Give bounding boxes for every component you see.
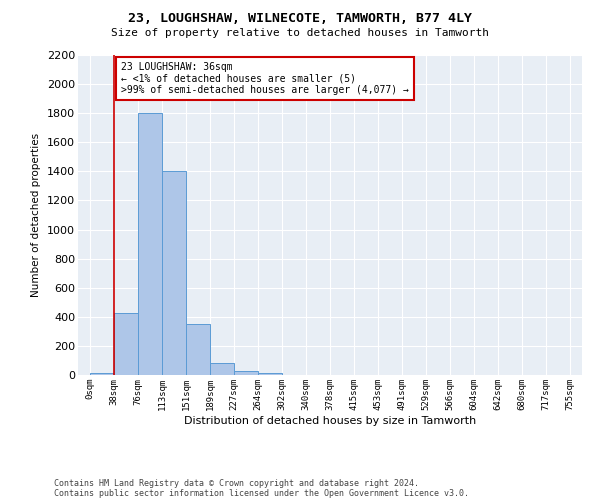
Bar	[210, 364, 234, 375]
Text: 23 LOUGHSHAW: 36sqm
← <1% of detached houses are smaller (5)
>99% of semi-detach: 23 LOUGHSHAW: 36sqm ← <1% of detached ho…	[121, 62, 409, 94]
Bar	[90, 373, 114, 375]
Text: Size of property relative to detached houses in Tamworth: Size of property relative to detached ho…	[111, 28, 489, 38]
Bar	[162, 172, 186, 375]
Bar	[186, 324, 210, 375]
Text: Contains public sector information licensed under the Open Government Licence v3: Contains public sector information licen…	[54, 488, 469, 498]
Text: 23, LOUGHSHAW, WILNECOTE, TAMWORTH, B77 4LY: 23, LOUGHSHAW, WILNECOTE, TAMWORTH, B77 …	[128, 12, 472, 26]
Bar	[114, 313, 138, 375]
Y-axis label: Number of detached properties: Number of detached properties	[31, 133, 41, 297]
X-axis label: Distribution of detached houses by size in Tamworth: Distribution of detached houses by size …	[184, 416, 476, 426]
Bar	[258, 373, 282, 375]
Text: Contains HM Land Registry data © Crown copyright and database right 2024.: Contains HM Land Registry data © Crown c…	[54, 478, 419, 488]
Bar	[138, 113, 162, 375]
Bar	[234, 370, 258, 375]
